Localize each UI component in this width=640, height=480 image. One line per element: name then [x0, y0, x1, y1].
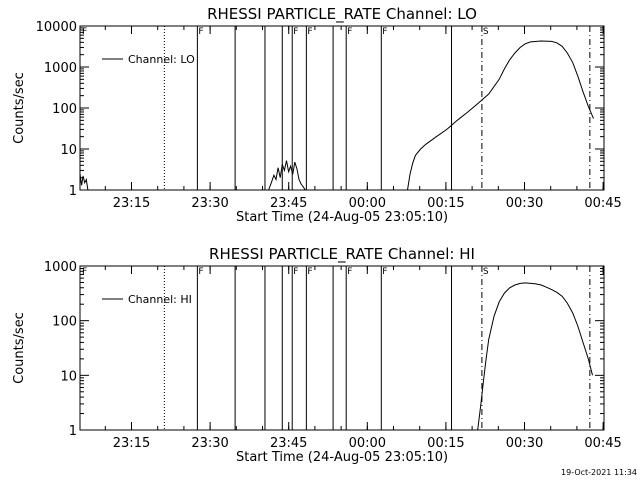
- plot-frame: [79, 25, 605, 191]
- chart-panels: RHESSI PARTICLE_RATE Channel: LO 23:15 23:…: [12, 5, 622, 465]
- event-flag: S: [483, 267, 489, 277]
- event-flag: F: [347, 27, 352, 37]
- chart-panel-hi: RHESSI PARTICLE_RATE Channel: HI 23:15 23:…: [12, 245, 622, 465]
- x-tick-label: 00:15: [427, 196, 464, 211]
- edge-flag: F: [82, 267, 87, 277]
- x-tick-label: 23:45: [270, 436, 307, 451]
- event-flag: F: [198, 267, 203, 277]
- series-line: [268, 160, 306, 191]
- event-flag: F: [382, 27, 387, 37]
- x-tick-label: 00:00: [349, 436, 386, 451]
- y-tick-label: 1000: [44, 260, 77, 275]
- y-tick-label: 10000: [36, 20, 77, 35]
- event-flag: F: [307, 27, 312, 37]
- edge-flag: F: [82, 27, 87, 37]
- event-flag: F: [307, 267, 312, 277]
- x-tick-label: 00:45: [584, 436, 621, 451]
- y-tick-label: 1: [69, 184, 77, 199]
- x-tick-label: 23:15: [113, 196, 150, 211]
- y-tick-label: 10: [60, 369, 77, 384]
- series-line: [477, 282, 593, 431]
- x-tick-label: 23:15: [113, 436, 150, 451]
- event-flag: F: [293, 27, 298, 37]
- y-tick-label: 100: [52, 102, 77, 117]
- y-tick-label: 1000: [44, 61, 77, 76]
- legend-label: Channel: HI: [128, 293, 192, 306]
- y-axis-label: Counts/sec: [12, 72, 27, 144]
- legend-label: Channel: LO: [128, 53, 195, 66]
- x-tick-label: 23:30: [191, 196, 228, 211]
- y-tick-label: 10: [60, 143, 77, 158]
- x-tick-label: 00:45: [584, 196, 621, 211]
- chart-panel-lo: RHESSI PARTICLE_RATE Channel: LO 23:15 23:…: [12, 5, 622, 225]
- x-tick-label: 00:00: [349, 196, 386, 211]
- series-line: [79, 173, 89, 191]
- x-axis-label: Start Time (24-Aug-05 23:05:10): [236, 210, 448, 225]
- event-flag: F: [347, 267, 352, 277]
- x-tick-label: 23:45: [270, 196, 307, 211]
- event-flag: F: [198, 27, 203, 37]
- event-flag: F: [382, 267, 387, 277]
- chart-title: RHESSI PARTICLE_RATE Channel: HI: [209, 245, 475, 264]
- x-tick-label: 23:30: [191, 436, 228, 451]
- series-line: [407, 40, 594, 191]
- y-tick-label: 100: [52, 315, 77, 330]
- event-flag: S: [483, 27, 489, 37]
- event-flag: F: [293, 267, 298, 277]
- y-tick-label: 1: [69, 424, 77, 439]
- x-tick-label: 00:15: [427, 436, 464, 451]
- chart-title: RHESSI PARTICLE_RATE Channel: LO: [207, 5, 477, 24]
- x-tick-label: 00:30: [506, 196, 543, 211]
- y-axis-label: Counts/sec: [12, 312, 27, 384]
- footer-timestamp: 19-Oct-2021 11:34: [561, 468, 637, 477]
- x-axis-label: Start Time (24-Aug-05 23:05:10): [236, 450, 448, 465]
- plot-frame: [79, 265, 605, 431]
- x-tick-label: 00:30: [506, 436, 543, 451]
